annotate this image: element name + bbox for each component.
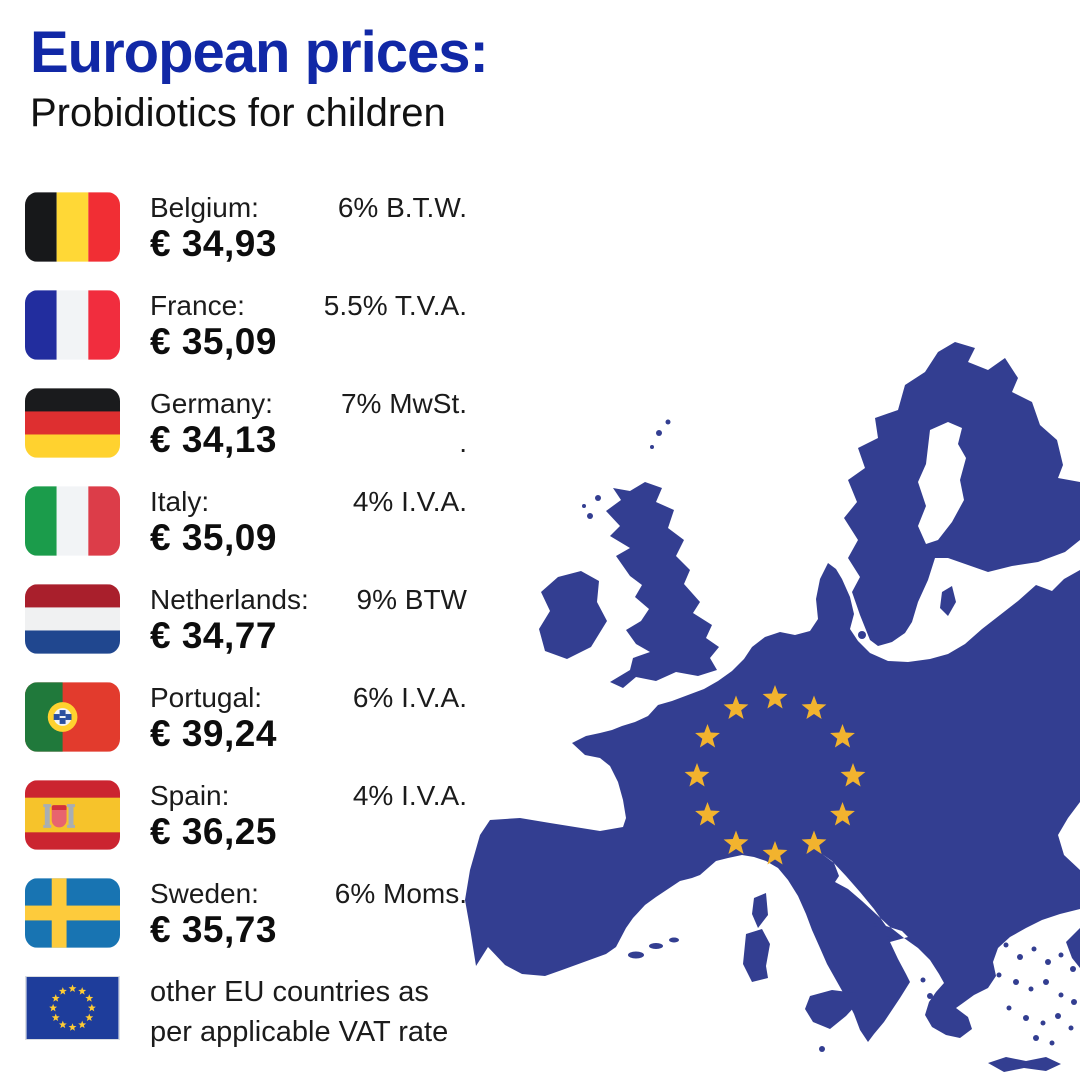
vat-rate-line2: .	[459, 427, 467, 458]
europe-map	[465, 342, 1080, 1072]
vat-rate-label: 6% Moms.	[334, 878, 467, 909]
country-row-es: Spain: 4% I.V.A. € 36,25	[25, 780, 467, 852]
country-label: Spain:	[150, 780, 230, 811]
country-row-it: Italy: 4% I.V.A. € 35,09	[25, 486, 467, 558]
page-subtitle: Probidiotics for children	[30, 91, 446, 135]
price-label: € 36,25	[150, 811, 277, 852]
page-title: European prices:	[30, 20, 489, 85]
price-label: € 35,73	[150, 909, 277, 950]
country-row-nl: Netherlands: 9% BTW € 34,77	[25, 584, 467, 656]
country-label: France:	[150, 290, 245, 321]
row-text: Spain: 4% I.V.A. € 36,25	[150, 780, 467, 852]
italy-flag-icon	[25, 486, 120, 556]
vat-rate-label: 6% I.V.A.	[352, 682, 467, 713]
vat-rate-label: 9% BTW	[356, 584, 467, 615]
vat-rate-label: 5.5% T.V.A.	[323, 290, 467, 321]
country-rows: Belgium: 6% B.T.W. € 34,93 France: 5.5% …	[25, 192, 467, 976]
country-row-be: Belgium: 6% B.T.W. € 34,93	[25, 192, 467, 264]
header: European prices: Probidiotics for childr…	[30, 20, 489, 138]
germany-flag-icon	[25, 388, 120, 458]
country-label: Italy:	[150, 486, 210, 517]
belgium-flag-icon	[25, 192, 120, 262]
row-text: Italy: 4% I.V.A. € 35,09	[150, 486, 467, 558]
price-label: € 34,93	[150, 223, 277, 264]
country-label: Germany:	[150, 388, 273, 419]
vat-rate-label: 6% B.T.W.	[337, 192, 467, 223]
footer-note-line1: other EU countries as	[150, 976, 429, 1008]
spain-flag-icon	[25, 780, 120, 850]
eu-flag-icon	[25, 976, 120, 1040]
europe-landmass	[465, 342, 1080, 1072]
country-row-se: Sweden: 6% Moms. € 35,73	[25, 878, 467, 950]
vat-rate-label: 4% I.V.A.	[352, 486, 467, 517]
country-row-de: Germany: 7% MwSt. € 34,13 .	[25, 388, 467, 460]
country-label: Netherlands:	[150, 584, 309, 615]
country-label: Belgium:	[150, 192, 259, 223]
portugal-flag-icon	[25, 682, 120, 752]
row-text: Germany: 7% MwSt. € 34,13 .	[150, 388, 467, 460]
country-label: Portugal:	[150, 682, 263, 713]
footer-note: other EU countries as per applicable VAT…	[25, 976, 448, 1052]
footer-note-line2: per applicable VAT rate	[150, 1016, 449, 1048]
vat-rate-label: 7% MwSt.	[340, 388, 467, 419]
country-row-pt: Portugal: 6% I.V.A. € 39,24	[25, 682, 467, 754]
price-label: € 35,09	[150, 321, 277, 362]
price-label: € 39,24	[150, 713, 277, 754]
price-label: € 34,13	[150, 419, 277, 460]
france-flag-icon	[25, 290, 120, 360]
row-text: France: 5.5% T.V.A. € 35,09	[150, 290, 467, 362]
country-label: Sweden:	[150, 878, 259, 909]
row-text: Belgium: 6% B.T.W. € 34,93	[150, 192, 467, 264]
row-text: Portugal: 6% I.V.A. € 39,24	[150, 682, 467, 754]
price-label: € 34,77	[150, 615, 277, 656]
price-label: € 35,09	[150, 517, 277, 558]
vat-rate-label: 4% I.V.A.	[352, 780, 467, 811]
row-text: Netherlands: 9% BTW € 34,77	[150, 584, 467, 656]
country-row-fr: France: 5.5% T.V.A. € 35,09	[25, 290, 467, 362]
netherlands-flag-icon	[25, 584, 120, 654]
footer-note-text: other EU countries as per applicable VAT…	[150, 972, 448, 1052]
row-text: Sweden: 6% Moms. € 35,73	[150, 878, 467, 950]
sweden-flag-icon	[25, 878, 120, 948]
